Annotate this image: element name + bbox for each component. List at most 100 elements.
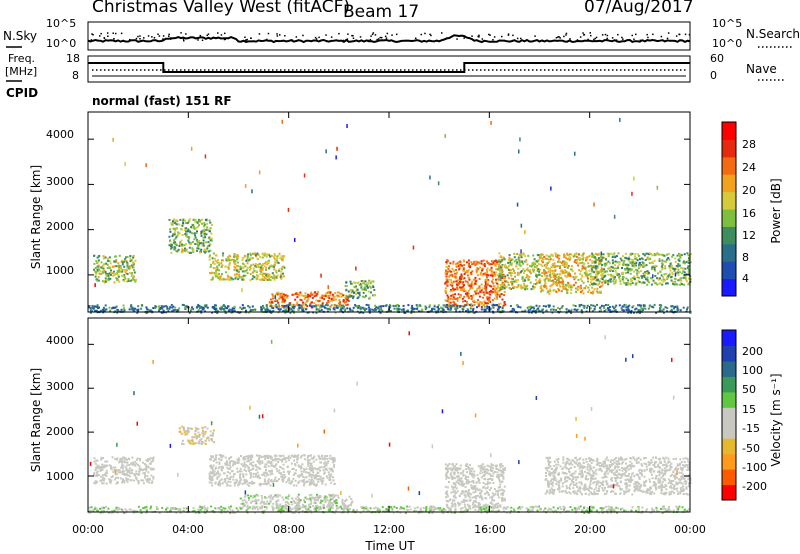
velocity-echo-cell (249, 456, 252, 458)
velocity-echo-cell (216, 476, 219, 479)
power-echo-cell (451, 304, 454, 307)
power-echo-cell (266, 307, 269, 310)
power-echo-cell (114, 273, 117, 276)
power-echo-cell (635, 256, 638, 259)
power-echo-cell (271, 293, 274, 296)
velocity-echo-cell (243, 461, 246, 464)
power-echo-cell (487, 274, 490, 277)
power-echo-cell (499, 266, 502, 269)
power-echo-cell (590, 266, 593, 269)
power-echo-cell (567, 273, 570, 276)
power-echo-cell (311, 296, 314, 299)
velocity-echo-cell (214, 454, 217, 457)
power-echo-cell (104, 309, 107, 312)
power-echo-cell (480, 260, 483, 263)
nsky-dot (415, 37, 417, 39)
power-echo-cell (463, 277, 466, 280)
nsky-dot (639, 39, 641, 42)
power-echo-cell (592, 266, 595, 269)
power-echo-cell (582, 253, 585, 255)
power-echo-cell (556, 273, 559, 276)
power-echo-cell (313, 302, 316, 305)
power-echo-cell (246, 272, 249, 275)
power-echo-cell (212, 260, 215, 263)
velocity-echo-cell (281, 460, 283, 463)
power-echo-cell (220, 266, 223, 268)
power-echo-cell (475, 260, 478, 263)
power-echo-cell (632, 258, 635, 261)
nsky-dot (606, 37, 608, 40)
power-echo-cell (201, 222, 203, 225)
velocity-echo-cell (202, 431, 205, 434)
power-echo-cell (585, 285, 588, 288)
power-noise-cell (241, 288, 243, 293)
power-echo-cell (113, 260, 116, 263)
power-echo-cell (615, 255, 618, 258)
nsky-dot (481, 38, 484, 40)
power-echo-cell (326, 304, 329, 307)
velocity-echo-cell (316, 478, 319, 481)
velocity-echo-cell (249, 469, 252, 472)
power-echo-cell (444, 282, 447, 285)
power-echo-cell (402, 304, 405, 307)
power-echo-cell (233, 265, 236, 268)
power-echo-cell (100, 261, 103, 264)
power-echo-cell (484, 288, 487, 291)
power-echo-cell (452, 293, 454, 296)
nsky-dot (335, 39, 338, 42)
power-echo-cell (628, 268, 631, 271)
power-echo-cell (278, 304, 280, 307)
power-echo-cell (509, 287, 512, 290)
nsky-dot (569, 38, 571, 40)
power-echo-cell (200, 230, 203, 233)
velocity-echo-cell (323, 458, 326, 461)
power-echo-cell (470, 295, 473, 297)
power-echo-cell (515, 304, 518, 306)
velocity-echo-cell (293, 459, 296, 462)
power-echo-cell (449, 304, 452, 307)
nsky-dot (224, 32, 226, 35)
velocity-echo-cell (213, 470, 216, 473)
power-echo-cell (109, 262, 112, 265)
power-echo-cell (540, 284, 543, 287)
velocity-echo-cell (119, 459, 121, 462)
power-echo-cell (645, 278, 647, 281)
velocity-echo-cell (209, 458, 212, 461)
velocity-echo-cell (220, 478, 223, 481)
power-echo-cell (92, 306, 95, 309)
power-echo-cell (251, 257, 254, 260)
velocity-echo-cell (246, 483, 249, 486)
power-echo-cell (185, 243, 187, 246)
power-echo-cell (534, 278, 537, 281)
velocity-echo-cell (208, 481, 211, 484)
power-echo-cell (489, 263, 492, 266)
power-echo-cell (513, 252, 516, 255)
power-echo-cell (234, 267, 237, 270)
power-echo-cell (441, 310, 444, 313)
power-echo-cell (634, 253, 637, 255)
velocity-echo-cell (299, 466, 302, 469)
power-echo-cell (273, 305, 276, 307)
power-echo-cell (568, 259, 571, 262)
power-echo-cell (558, 280, 561, 283)
velocity-echo-cell (198, 433, 201, 436)
velocity-echo-cell (226, 474, 229, 477)
velocity-echo-cell (332, 457, 335, 460)
power-echo-cell (553, 281, 555, 284)
power-echo-cell (491, 275, 494, 278)
velocity-echo-cell (296, 461, 299, 464)
power-echo-cell (372, 286, 375, 289)
power-echo-cell (114, 310, 117, 313)
power-echo-cell (344, 285, 347, 288)
power-echo-cell (459, 286, 462, 289)
power-echo-cell (239, 268, 242, 271)
power-echo-cell (455, 280, 458, 283)
power-echo-cell (162, 309, 165, 312)
velocity-echo-cell (152, 476, 155, 478)
power-echo-cell (462, 267, 465, 270)
velocity-echo-cell (193, 442, 196, 445)
power-echo-cell (677, 268, 680, 271)
power-echo-cell (557, 257, 560, 260)
power-echo-cell (546, 262, 549, 264)
power-echo-cell (545, 257, 548, 260)
